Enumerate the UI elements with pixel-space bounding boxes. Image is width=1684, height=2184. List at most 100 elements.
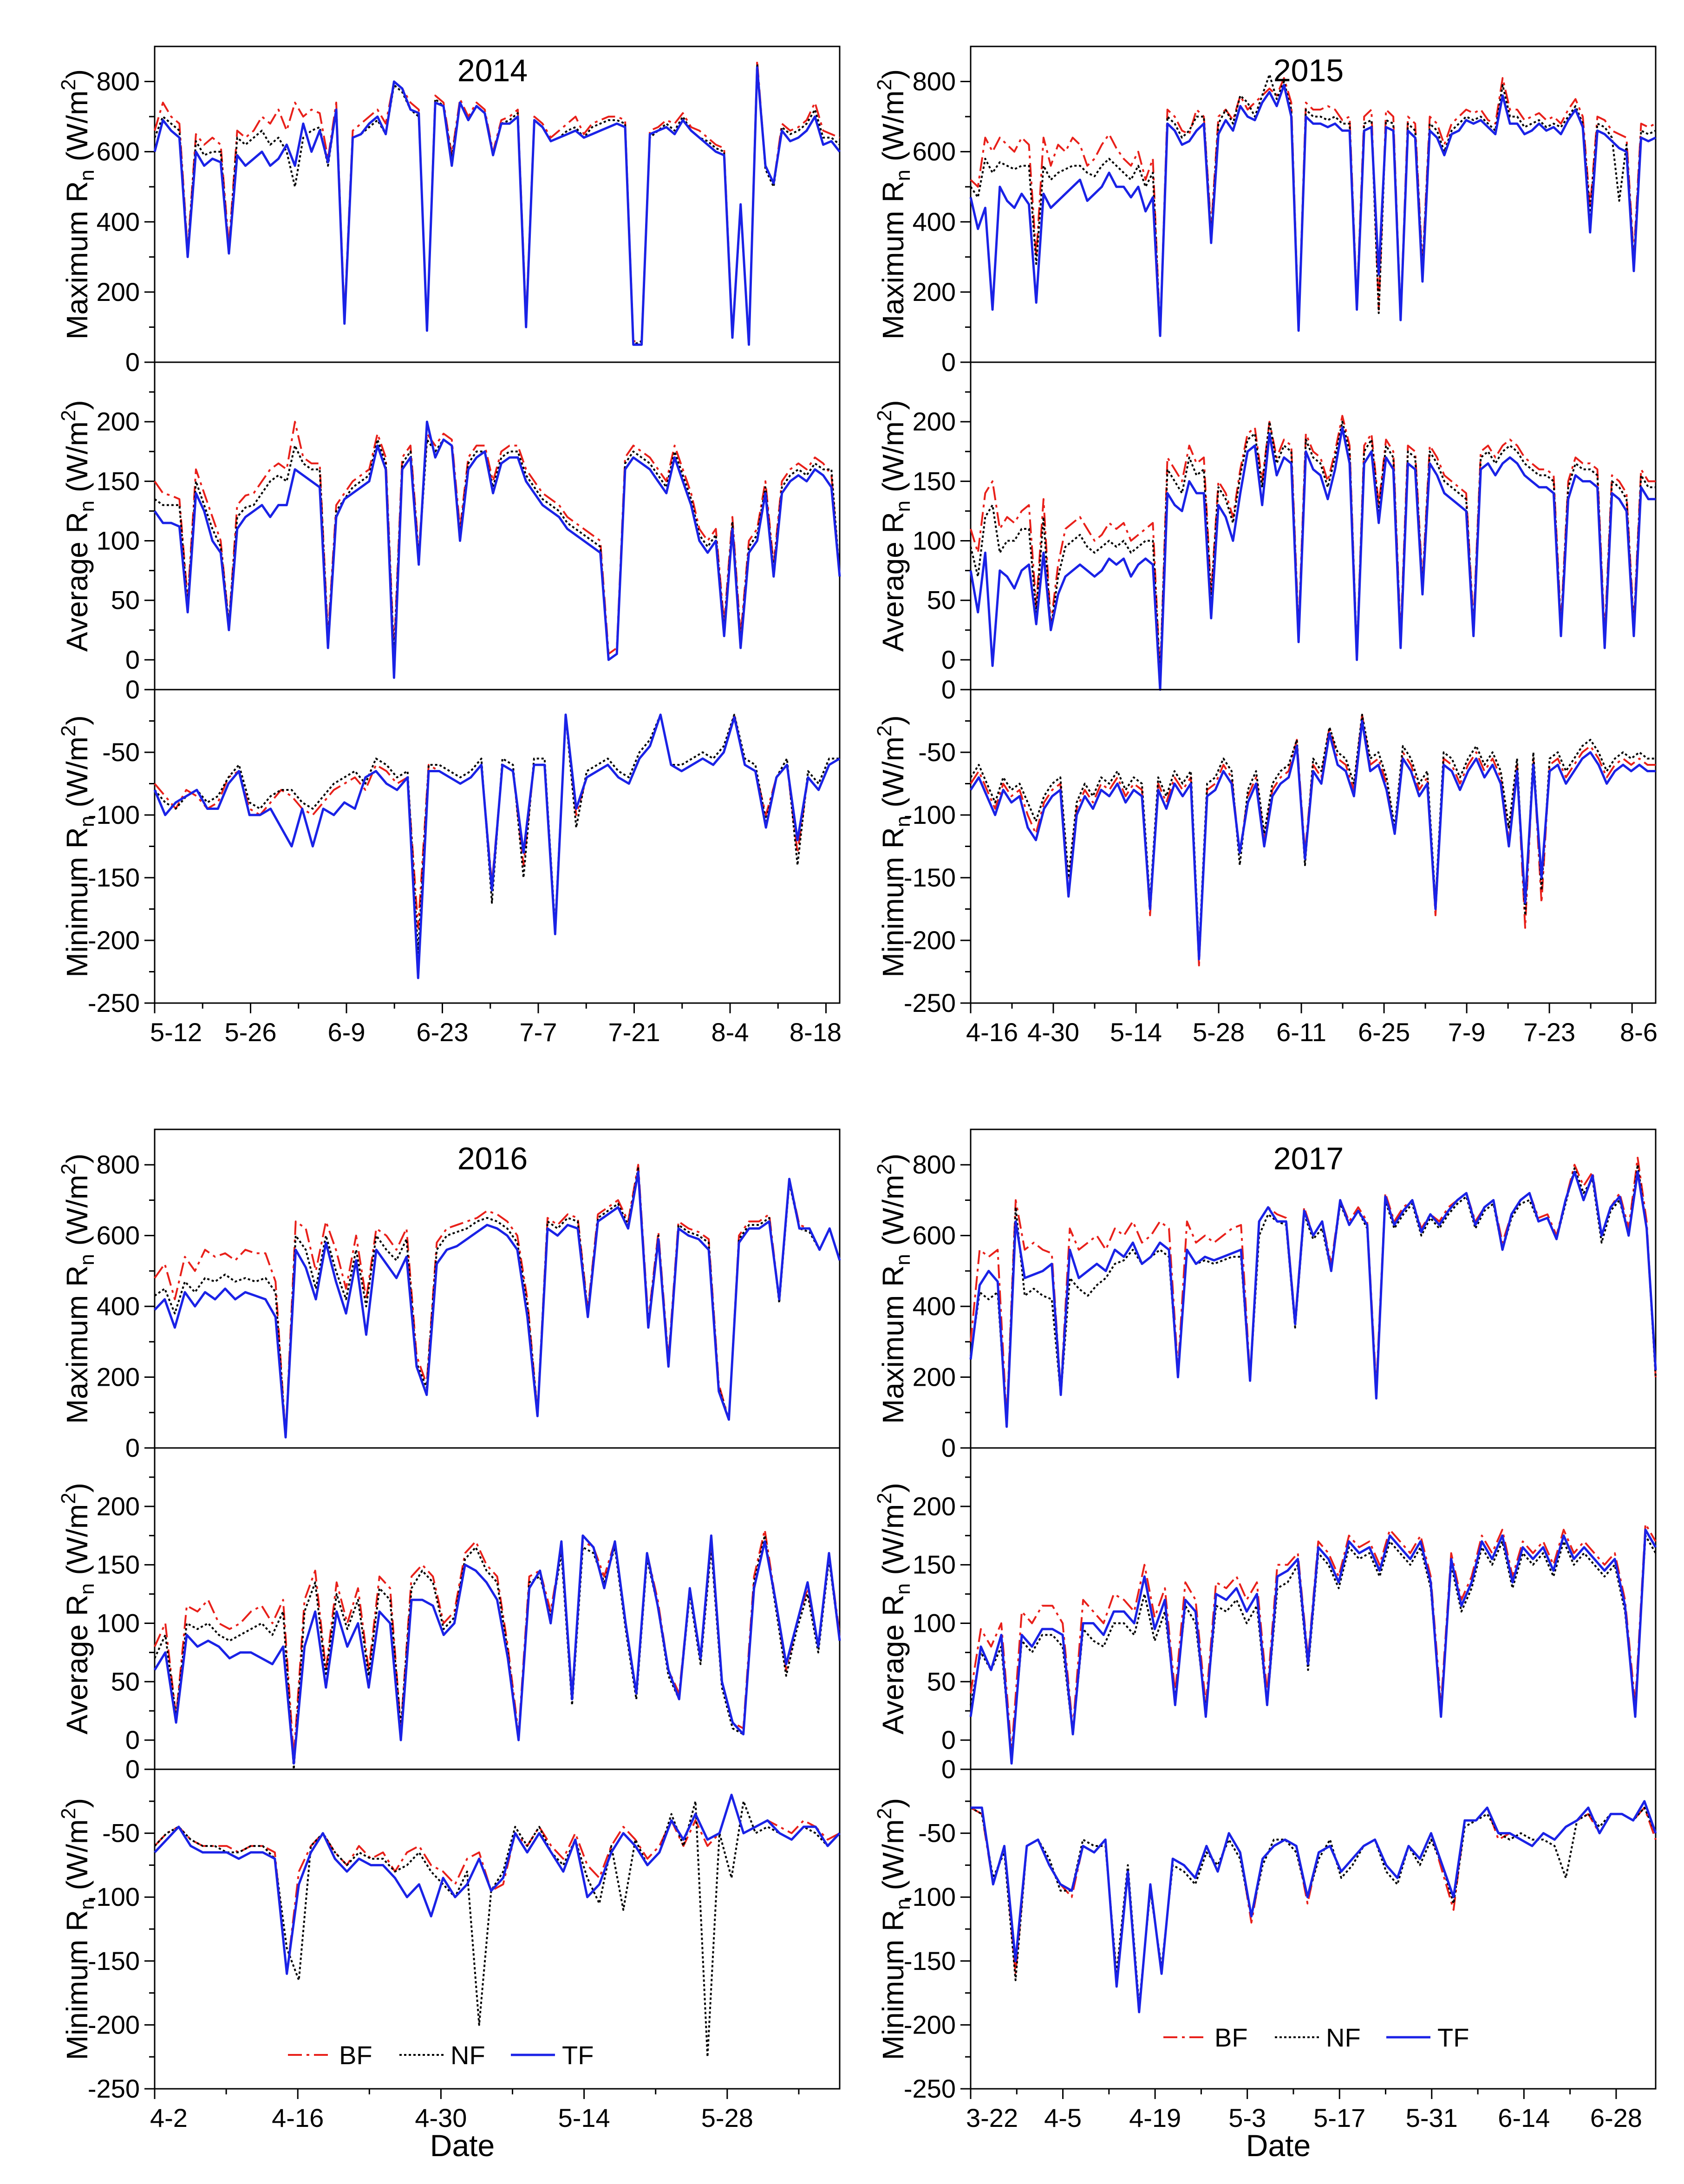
legend: BF NF TF (288, 2041, 594, 2070)
series-tf-line (154, 1171, 841, 1439)
y-tick-label: 50 (111, 1667, 140, 1696)
x-tick-label: 5-28 (1193, 1017, 1245, 1047)
y-tick-label: -50 (918, 737, 956, 767)
y-tick-label: 200 (913, 1492, 956, 1521)
y-axis-label-superscript: 2 (873, 1808, 896, 1819)
y-tick-label: -250 (88, 988, 140, 1017)
y-axis-label: Average Rn (W/m2) (873, 1483, 914, 1734)
y-axis-label-text: Maximum R (60, 181, 94, 339)
y-axis-label-unit: (W/m (876, 1504, 910, 1584)
y-tick-label: -100 (88, 800, 140, 829)
y-tick-label: -250 (88, 2074, 140, 2103)
y-axis-label-superscript: 2 (873, 1163, 896, 1174)
x-tick-label: 4-30 (1027, 1017, 1079, 1047)
y-axis-label-subscript: n (892, 1254, 914, 1265)
y-tick-label: -200 (88, 926, 140, 955)
y-axis-label-subscript: n (76, 1583, 98, 1594)
x-tick-label: 8-4 (711, 1017, 749, 1047)
y-tick-label: -50 (102, 737, 140, 767)
y-axis-label-text: Maximum R (876, 1265, 910, 1424)
panel-3: -250 -200 -150 -100 -50 0 Minimum Rn (W/m2) (57, 1754, 841, 2103)
y-axis-label-superscript: 2 (873, 1493, 896, 1504)
y-tick-label: 600 (913, 137, 956, 166)
panel-3: -250 -200 -150 -100 -50 0 Minimum Rn (W/m2) (873, 675, 1657, 1017)
y-tick-label: 400 (913, 1291, 956, 1321)
y-tick-label: 0 (125, 645, 140, 674)
chart-title: 2016 (457, 1141, 528, 1176)
x-tick-label: 4-5 (1044, 2103, 1082, 2132)
y-tick-label: 200 (97, 1363, 140, 1392)
series-nf-line (970, 714, 1656, 954)
y-tick-label: 0 (941, 347, 956, 377)
y-tick-label: -100 (904, 1882, 956, 1911)
y-axis-label: Minimum Rn (W/m2) (873, 715, 914, 977)
y-axis-label: Maximum Rn (W/m2) (873, 69, 914, 339)
y-axis-label-text: Minimum R (60, 1910, 94, 2060)
x-tick-label: 5-28 (701, 2103, 753, 2132)
y-axis-label: Maximum Rn (W/m2) (873, 1154, 914, 1424)
y-axis-label-superscript: 2 (57, 725, 80, 737)
x-tick-label: 5-31 (1406, 2103, 1458, 2132)
y-tick-label: 800 (913, 1150, 956, 1179)
panel-3: -250 -200 -150 -100 -50 0 Minimum Rn (W/m2) (873, 1754, 1657, 2103)
y-tick-label: 0 (941, 1754, 956, 1784)
legend-label-tf: TF (1437, 2023, 1469, 2052)
y-axis-label: Minimum Rn (W/m2) (57, 715, 98, 977)
legend-label-bf: BF (339, 2041, 372, 2070)
y-tick-label: 0 (941, 645, 956, 674)
y-axis-label-text: Average R (60, 1595, 94, 1734)
y-axis-label-superscript: 2 (873, 725, 896, 737)
y-axis-label-text: Average R (60, 512, 94, 652)
x-tick-label: 6-14 (1498, 2103, 1550, 2132)
x-tick-label: 4-16 (272, 2103, 324, 2132)
y-tick-label: -50 (918, 1819, 956, 1848)
y-axis-label-unit: (W/m (876, 737, 910, 816)
series-tf-line (969, 720, 1656, 960)
x-tick-label: 6-23 (416, 1017, 468, 1047)
y-axis-label-unit-close: ) (60, 1483, 94, 1493)
chart-title: 2015 (1273, 53, 1344, 88)
y-tick-label: 100 (913, 1608, 956, 1637)
y-axis-label-subscript: n (892, 170, 914, 181)
x-tick-label: 6-28 (1590, 2103, 1642, 2132)
y-axis-label-unit-close: ) (876, 1154, 910, 1163)
y-tick-label: 0 (125, 347, 140, 377)
legend-label-tf: TF (562, 2041, 594, 2070)
y-tick-label: 150 (97, 466, 140, 495)
y-axis-label-subscript: n (892, 1898, 914, 1910)
y-axis-label-unit: (W/m (876, 1819, 910, 1899)
x-tick-label: 5-17 (1313, 2103, 1365, 2132)
series-tf-line (153, 66, 841, 346)
y-axis-label-superscript: 2 (873, 79, 896, 90)
y-tick-label: 0 (125, 675, 140, 704)
y-tick-label: -150 (904, 1946, 956, 1975)
series-tf-line (971, 1800, 1657, 2014)
x-tick-label: 5-14 (558, 2103, 610, 2132)
y-tick-label: 100 (97, 526, 140, 555)
legend-label-nf: NF (1326, 2023, 1361, 2052)
y-axis-label-subscript: n (76, 1898, 98, 1910)
y-tick-label: 0 (941, 1725, 956, 1754)
y-axis-label-unit: (W/m (60, 421, 94, 501)
y-tick-label: 100 (97, 1608, 140, 1637)
y-tick-label: 50 (111, 586, 140, 615)
y-axis-label-text: Average R (876, 512, 910, 652)
y-axis-label-text: Maximum R (60, 1265, 94, 1424)
y-tick-label: 200 (97, 1492, 140, 1521)
y-axis-label-unit-close: ) (876, 69, 910, 79)
y-axis-label-unit-close: ) (60, 69, 94, 79)
y-axis-label: Average Rn (W/m2) (57, 1483, 98, 1734)
y-axis-label-unit-close: ) (876, 715, 910, 725)
y-axis-label-text: Minimum R (876, 1910, 910, 2060)
y-axis-label-unit: (W/m (60, 91, 94, 170)
y-axis-label-text: Average R (876, 1595, 910, 1734)
y-tick-label: 200 (913, 277, 956, 306)
y-tick-label: -250 (904, 2074, 956, 2103)
series-nf-line (970, 1806, 1657, 2007)
chart-title: 2017 (1273, 1141, 1344, 1176)
y-tick-label: 150 (97, 1550, 140, 1579)
